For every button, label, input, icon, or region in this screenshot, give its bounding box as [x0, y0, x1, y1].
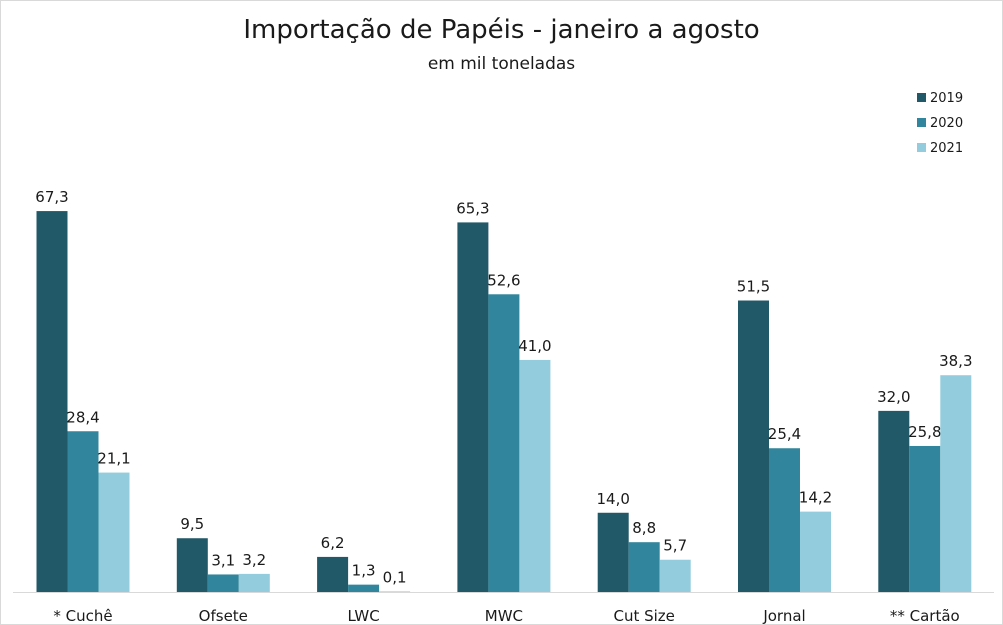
data-label-2021: 0,1	[383, 568, 407, 586]
bar-2019	[317, 556, 349, 592]
data-label-2020: 1,3	[352, 562, 376, 580]
data-label-2019: 9,5	[180, 515, 204, 533]
bar-2020	[628, 542, 660, 592]
data-label-2019: 32,0	[877, 388, 910, 406]
bar-2020	[909, 445, 941, 592]
data-label-2020: 25,8	[908, 423, 941, 441]
legend-label-2019: 2019	[930, 91, 963, 106]
x-tick-label: * Cuchê	[53, 607, 112, 624]
bar-2020	[769, 448, 800, 592]
bar-2020	[67, 431, 99, 592]
data-label-2019: 51,5	[737, 278, 770, 296]
data-label-2020: 3,1	[211, 551, 235, 569]
data-label-2021: 21,1	[97, 450, 130, 468]
data-label-2021: 3,2	[242, 551, 266, 569]
bar-2021	[238, 573, 270, 592]
x-tick-label: ** Cartão	[890, 607, 960, 624]
bar-2019	[738, 300, 769, 592]
bar-2019	[36, 211, 68, 592]
data-label-2021: 14,2	[799, 489, 832, 507]
x-tick-label: Jornal	[762, 607, 805, 624]
data-label-2019: 67,3	[35, 188, 68, 206]
bar-2019	[597, 512, 629, 592]
legend-label-2021: 2021	[930, 141, 963, 156]
data-label-2019: 14,0	[596, 490, 629, 508]
data-label-2019: 6,2	[321, 534, 345, 552]
data-label-2021: 41,0	[518, 337, 551, 355]
data-label-2020: 28,4	[66, 408, 99, 426]
bar-2020	[348, 584, 380, 592]
data-label-2021: 38,3	[939, 352, 972, 370]
x-tick-label: MWC	[485, 607, 523, 624]
bar-2019	[176, 538, 208, 592]
bar-2021	[800, 511, 831, 592]
x-tick-label: Ofsete	[199, 607, 248, 624]
legend-swatch-2020	[917, 118, 926, 127]
data-label-2019: 65,3	[456, 199, 489, 217]
bar-2019	[878, 410, 910, 592]
bar-2021	[940, 375, 972, 592]
data-label-2020: 52,6	[487, 271, 520, 289]
legend-swatch-2019	[917, 93, 926, 102]
bar-2021	[379, 591, 411, 592]
data-label-2020: 8,8	[632, 519, 656, 537]
bar-2021	[659, 559, 691, 592]
bar-2021	[98, 472, 130, 592]
data-label-2021: 5,7	[663, 537, 687, 555]
legend-swatch-2021	[917, 143, 926, 152]
chart-title: Importação de Papéis - janeiro a agosto	[243, 15, 760, 45]
bar-2019	[457, 222, 489, 593]
legend-label-2020: 2020	[930, 116, 963, 131]
chart-subtitle: em mil toneladas	[427, 54, 576, 74]
x-tick-label: LWC	[347, 607, 379, 624]
bar-2021	[519, 359, 551, 592]
x-tick-label: Cut Size	[613, 607, 674, 624]
bar-2020	[488, 294, 520, 592]
bar-2020	[207, 574, 239, 592]
data-label-2020: 25,4	[768, 425, 801, 443]
